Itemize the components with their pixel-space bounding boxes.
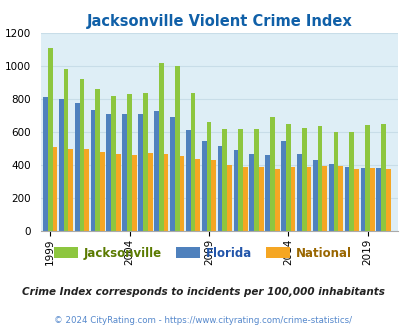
Bar [353,169,358,231]
Bar [84,149,89,231]
Bar [238,129,243,231]
Bar [258,167,263,231]
Bar [222,129,227,231]
Bar [312,160,317,231]
Bar [179,156,184,231]
Bar [369,168,374,231]
Bar [211,160,215,231]
Bar [206,122,211,231]
Bar [100,152,104,231]
Text: Crime Index corresponds to incidents per 100,000 inhabitants: Crime Index corresponds to incidents per… [21,287,384,297]
Bar [185,130,190,231]
Bar [48,48,52,231]
Bar [364,125,369,231]
Bar [122,114,127,231]
Bar [233,150,238,231]
Bar [116,154,121,231]
Bar [154,111,158,231]
Bar [269,117,274,231]
Bar [158,63,163,231]
Bar [90,110,95,231]
Bar [333,132,337,231]
Bar [249,154,254,231]
Bar [380,124,385,231]
Bar [68,148,73,231]
Bar [281,141,285,231]
Bar [174,66,179,231]
Bar [349,132,353,231]
Bar [375,168,380,231]
Bar [95,89,100,231]
Bar [264,155,269,231]
Bar [190,93,195,231]
Bar [254,129,258,231]
Bar [344,167,349,231]
Bar [64,69,68,231]
Bar [296,154,301,231]
Bar [132,155,136,231]
Bar [290,168,295,231]
Bar [360,168,364,231]
Bar [111,96,116,231]
Bar [274,169,279,231]
Bar [147,153,152,231]
Bar [217,146,222,231]
Bar [385,169,390,231]
Title: Jacksonville Violent Crime Index: Jacksonville Violent Crime Index [86,14,351,29]
Bar [75,103,79,231]
Bar [170,117,174,231]
Bar [195,159,200,231]
Bar [143,93,147,231]
Bar [285,124,290,231]
Bar [127,94,132,231]
Text: © 2024 CityRating.com - https://www.cityrating.com/crime-statistics/: © 2024 CityRating.com - https://www.city… [54,315,351,325]
Bar [301,128,306,231]
Bar [163,154,168,231]
Bar [322,166,326,231]
Bar [138,114,143,231]
Bar [243,167,247,231]
Bar [306,167,311,231]
Bar [43,97,48,231]
Bar [227,165,231,231]
Bar [79,79,84,231]
Bar [106,114,111,231]
Bar [52,147,57,231]
Bar [59,99,64,231]
Bar [328,164,333,231]
Bar [317,126,322,231]
Bar [337,166,342,231]
Legend: Jacksonville, Florida, National: Jacksonville, Florida, National [49,242,356,264]
Bar [201,141,206,231]
